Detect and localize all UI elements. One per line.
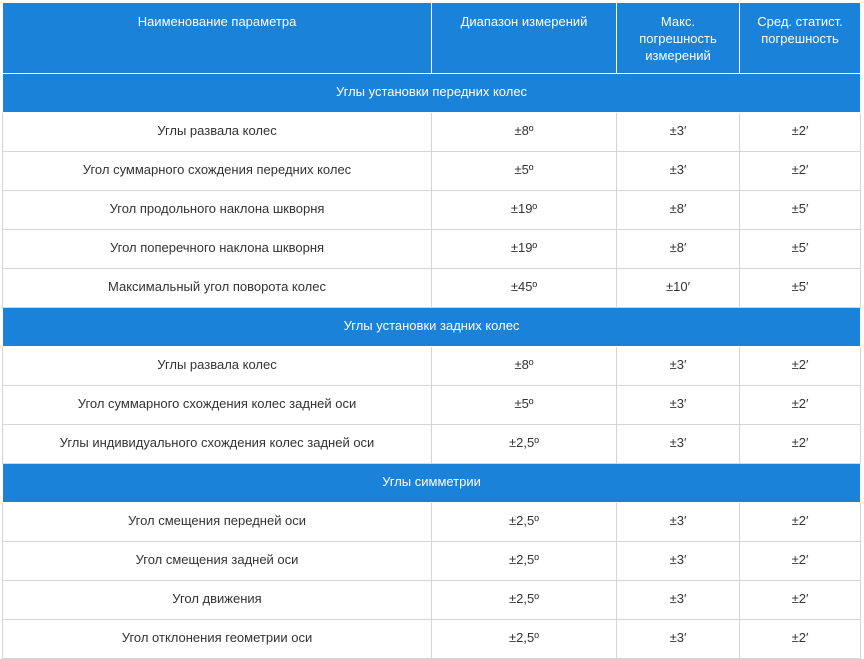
cell: Угол поперечного наклона шкворня: [2, 229, 432, 269]
cell: ±3′: [616, 424, 740, 464]
cell: ±19º: [431, 229, 617, 269]
cell: ±5º: [431, 151, 617, 191]
cell: Углы индивидуального схождения колес зад…: [2, 424, 432, 464]
cell: ±2,5º: [431, 424, 617, 464]
cell: Максимальный угол поворота колес: [2, 268, 432, 308]
cell: ±8º: [431, 112, 617, 152]
cell: Угол продольного наклона шкворня: [2, 190, 432, 230]
cell: ±2′: [739, 424, 861, 464]
cell: ±2′: [739, 619, 861, 659]
data-row: Углы индивидуального схождения колес зад…: [2, 424, 861, 464]
cell: ±3′: [616, 151, 740, 191]
cell: ±3′: [616, 385, 740, 425]
cell: ±2,5º: [431, 502, 617, 542]
cell: ±8′: [616, 190, 740, 230]
cell: ±3′: [616, 619, 740, 659]
data-row: Углы развала колес ±8º ±3′ ±2′: [2, 346, 861, 386]
cell: ±2,5º: [431, 541, 617, 581]
cell: ±3′: [616, 346, 740, 386]
cell: Углы развала колес: [2, 112, 432, 152]
header-cell: Макс. погрешность измерений: [616, 2, 740, 74]
cell: Угол суммарного схождения колес задней о…: [2, 385, 432, 425]
data-row: Угол продольного наклона шкворня ±19º ±8′ ±…: [2, 190, 861, 230]
data-row: Углы развала колес ±8º ±3′ ±2′: [2, 112, 861, 152]
data-row: Угол движения ±2,5º ±3′ ±2′: [2, 580, 861, 620]
header-cell: Сред. статист. погрешность: [739, 2, 861, 74]
cell: ±8′: [616, 229, 740, 269]
cell: ±2′: [739, 346, 861, 386]
cell: ±5′: [739, 268, 861, 308]
cell: Угол смещения задней оси: [2, 541, 432, 581]
data-row: Угол отклонения геометрии оси ±2,5º ±3′ ±2′: [2, 619, 861, 659]
data-row: Угол суммарного схождения передних колес…: [2, 151, 861, 191]
data-row: Угол поперечного наклона шкворня ±19º ±8′ ±…: [2, 229, 861, 269]
cell: ±5º: [431, 385, 617, 425]
cell: ±2′: [739, 112, 861, 152]
cell: Угол суммарного схождения передних колес: [2, 151, 432, 191]
cell: ±2′: [739, 541, 861, 581]
cell: ±5′: [739, 190, 861, 230]
section-row: Углы симметрии: [2, 463, 861, 503]
cell: ±3′: [616, 112, 740, 152]
section-title: Углы симметрии: [2, 463, 861, 503]
cell: Угол отклонения геометрии оси: [2, 619, 432, 659]
header-row: Наименование параметра Диапазон измерений…: [2, 2, 861, 74]
cell: ±2,5º: [431, 580, 617, 620]
data-row: Максимальный угол поворота колес ±45º ±10′…: [2, 268, 861, 308]
section-row: Углы установки задних колес: [2, 307, 861, 347]
cell: ±2′: [739, 151, 861, 191]
cell: ±2′: [739, 502, 861, 542]
cell: ±2′: [739, 385, 861, 425]
header-cell: Наименование параметра: [2, 2, 432, 74]
header-cell: Диапазон измерений: [431, 2, 617, 74]
cell: Угол движения: [2, 580, 432, 620]
data-row: Угол суммарного схождения колес задней о…: [2, 385, 861, 425]
cell: ±2′: [739, 580, 861, 620]
cell: ±45º: [431, 268, 617, 308]
cell: Угол смещения передней оси: [2, 502, 432, 542]
section-row: Углы установки передних колес: [2, 73, 861, 113]
cell: ±5′: [739, 229, 861, 269]
section-title: Углы установки передних колес: [2, 73, 861, 113]
cell: ±19º: [431, 190, 617, 230]
data-row: Угол смещения задней оси ±2,5º ±3′ ±2′: [2, 541, 861, 581]
data-row: Угол смещения передней оси ±2,5º ±3′ ±2′: [2, 502, 861, 542]
cell: ±3′: [616, 541, 740, 581]
cell: ±3′: [616, 502, 740, 542]
cell: Углы развала колес: [2, 346, 432, 386]
cell: ±8º: [431, 346, 617, 386]
cell: ±10′: [616, 268, 740, 308]
section-title: Углы установки задних колес: [2, 307, 861, 347]
cell: ±2,5º: [431, 619, 617, 659]
